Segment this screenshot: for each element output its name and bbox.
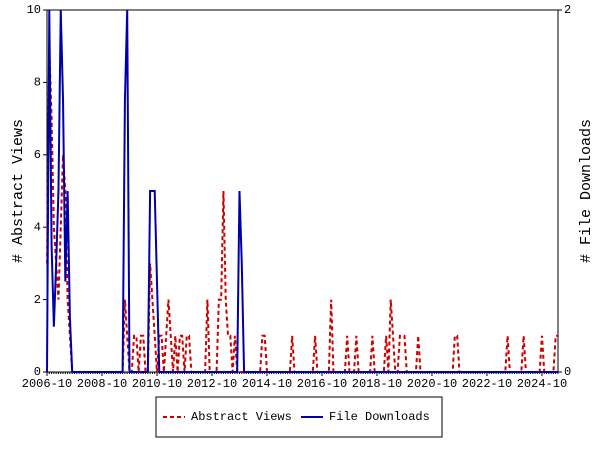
y2-tick-label: 0: [564, 365, 571, 379]
y-tick-label: 4: [34, 220, 41, 234]
legend-label: File Downloads: [329, 410, 430, 424]
legend-box: [155, 396, 443, 438]
y-tick-label: 8: [34, 76, 41, 90]
x-tick-label: 2024-10: [517, 377, 567, 391]
x-tick-label: 2016-10: [297, 377, 347, 391]
series-line: [46, 9, 558, 373]
x-tick-label: 2018-10: [352, 377, 402, 391]
x-tick-label: 2008-10: [77, 377, 127, 391]
x-tick-label: 2006-10: [22, 377, 72, 391]
y-tick-label: 2: [34, 293, 41, 307]
x-tick-label: 2012-10: [187, 377, 237, 391]
y2-axis-label: # File Downloads: [578, 119, 595, 263]
x-tick-label: 2022-10: [462, 377, 512, 391]
y-tick-label: 10: [27, 3, 41, 17]
y-tick-label: 0: [34, 365, 41, 379]
x-tick-label: 2014-10: [242, 377, 292, 391]
x-tick-label: 2010-10: [132, 377, 182, 391]
y-tick-label: 6: [34, 148, 41, 162]
y-axis-label: # Abstract Views: [10, 119, 27, 263]
x-tick-label: 2020-10: [407, 377, 457, 391]
legend-label: Abstract Views: [191, 410, 292, 424]
y2-tick-label: 2: [564, 3, 571, 17]
